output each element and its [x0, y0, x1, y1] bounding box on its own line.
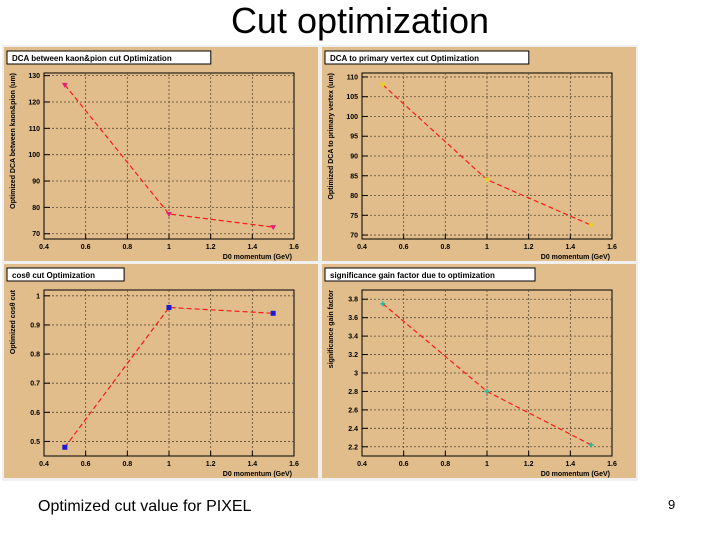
data-point-marker [270, 310, 276, 316]
data-point-marker [62, 444, 68, 450]
plot-frame [43, 72, 295, 240]
x-tick-label: 0.8 [122, 244, 132, 251]
chart-dca-kaon-pion: DCA between kaon&pion cut Optimization 0.… [4, 47, 318, 261]
y-tick-label: 2.8 [348, 389, 358, 396]
x-tick-label: 0.6 [81, 461, 91, 468]
x-tick-label: 1.2 [524, 244, 534, 251]
data-point-marker [166, 304, 172, 310]
x-tick-label: 0.4 [39, 244, 49, 251]
x-tick-label: 1.4 [565, 244, 575, 251]
x-axis-title: D0 momentum (GeV) [541, 471, 610, 478]
x-tick-label: 1.2 [524, 461, 534, 468]
x-tick-label: 1.2 [206, 461, 216, 468]
chart-title-box [6, 267, 125, 282]
series-line [64, 84, 274, 228]
figure-canvas: DCA between kaon&pion cut Optimization 0.… [2, 45, 638, 481]
y-tick-label: 90 [350, 154, 358, 161]
chart-title-box [324, 50, 530, 65]
y-tick-label: 105 [346, 94, 358, 101]
y-tick-label: 2.2 [348, 444, 358, 451]
x-tick-label: 0.6 [399, 461, 409, 468]
data-point-marker [379, 82, 386, 88]
data-point-marker [270, 225, 277, 231]
chart-dca-primary-vertex: DCA to primary vertex cut Optimization 0.… [322, 47, 636, 261]
y-tick-label: 70 [350, 233, 358, 240]
x-tick-label: 1 [167, 244, 171, 251]
y-tick-label: 100 [346, 114, 358, 121]
x-tick-label: 1.2 [206, 244, 216, 251]
x-tick-label: 0.8 [440, 244, 450, 251]
x-tick-label: 1.4 [247, 244, 257, 251]
data-point-marker [166, 211, 172, 217]
y-tick-label: 130 [28, 73, 40, 80]
y-tick-label: 0.7 [30, 381, 40, 388]
x-tick-label: 0.8 [440, 461, 450, 468]
y-tick-label: 0.9 [30, 322, 40, 329]
y-tick-label: 80 [350, 193, 358, 200]
y-tick-label: 80 [32, 205, 40, 212]
y-axis-title: Optimized DCA to primary vertex (um) [328, 73, 335, 200]
series-line [64, 306, 274, 448]
x-tick-label: 1.6 [607, 244, 617, 251]
y-tick-label: 120 [28, 99, 40, 106]
y-tick-label: 2.4 [348, 426, 358, 433]
data-point-marker [61, 82, 68, 88]
data-point-marker [588, 223, 595, 229]
y-axis-title: significance gain factor [328, 290, 335, 368]
x-tick-label: 0.8 [122, 461, 132, 468]
y-tick-label: 95 [350, 134, 358, 141]
x-tick-label: 1.6 [289, 461, 299, 468]
y-tick-label: 70 [32, 231, 40, 238]
y-axis-title: Optimized cosθ cut [10, 289, 17, 354]
data-point-marker [588, 442, 594, 448]
slide-title: Cut optimization [230, 0, 490, 41]
x-tick-label: 1 [485, 244, 489, 251]
y-tick-label: 3.2 [348, 352, 358, 359]
x-tick-label: 0.6 [399, 244, 409, 251]
x-tick-label: 1 [167, 461, 171, 468]
x-tick-label: 1.4 [247, 461, 257, 468]
y-axis-title: Optimized DCA between kaon&pion (um) [10, 73, 17, 209]
x-tick-label: 1.6 [607, 461, 617, 468]
y-tick-label: 110 [29, 126, 40, 133]
chart-title-box [324, 267, 536, 282]
x-tick-label: 0.4 [357, 461, 367, 468]
y-tick-label: 90 [32, 179, 40, 186]
y-tick-label: 0.8 [30, 352, 40, 359]
chart-cos-theta: cosθ cut Optimization 0.4 0.6 0.8 1 1.2 1.4 1.6… [4, 264, 318, 478]
x-tick-label: 1.6 [289, 244, 299, 251]
y-tick-label: 2.6 [348, 407, 358, 414]
y-tick-label: 75 [350, 213, 358, 220]
y-tick-label: 1 [36, 293, 40, 300]
y-tick-label: 0.5 [30, 439, 40, 446]
x-tick-label: 1 [485, 461, 489, 468]
y-tick-label: 3.4 [348, 334, 358, 341]
chart-title-box [6, 50, 212, 65]
plot-frame [43, 289, 295, 457]
x-tick-label: 0.6 [81, 244, 91, 251]
y-tick-label: 3 [354, 371, 358, 378]
x-axis-title: D0 momentum (GeV) [541, 254, 610, 261]
chart-title: DCA to primary vertex cut Optimization [330, 54, 479, 63]
chart-title: cosθ cut Optimization [12, 271, 95, 280]
x-tick-label: 1.4 [565, 461, 575, 468]
page-number: 9 [668, 497, 676, 512]
x-axis-title: D0 momentum (GeV) [223, 471, 292, 478]
y-tick-label: 3.6 [348, 315, 358, 322]
slide-caption: Optimized cut value for PIXEL [38, 498, 252, 515]
y-tick-label: 110 [347, 74, 358, 81]
data-point-marker [380, 301, 386, 307]
y-tick-label: 0.6 [30, 410, 40, 417]
chart-title: significance gain factor due to optimiza… [330, 271, 495, 280]
chart-significance-gain: significance gain factor due to optimiza… [322, 264, 636, 478]
data-point-marker [484, 177, 490, 183]
y-tick-label: 100 [28, 152, 40, 159]
chart-title: DCA between kaon&pion cut Optimization [12, 54, 172, 63]
x-tick-label: 0.4 [39, 461, 49, 468]
x-axis-title: D0 momentum (GeV) [223, 254, 292, 261]
y-tick-label: 3.8 [348, 297, 358, 304]
data-point-marker [484, 388, 490, 394]
y-tick-label: 85 [350, 173, 358, 180]
x-tick-label: 0.4 [357, 244, 367, 251]
